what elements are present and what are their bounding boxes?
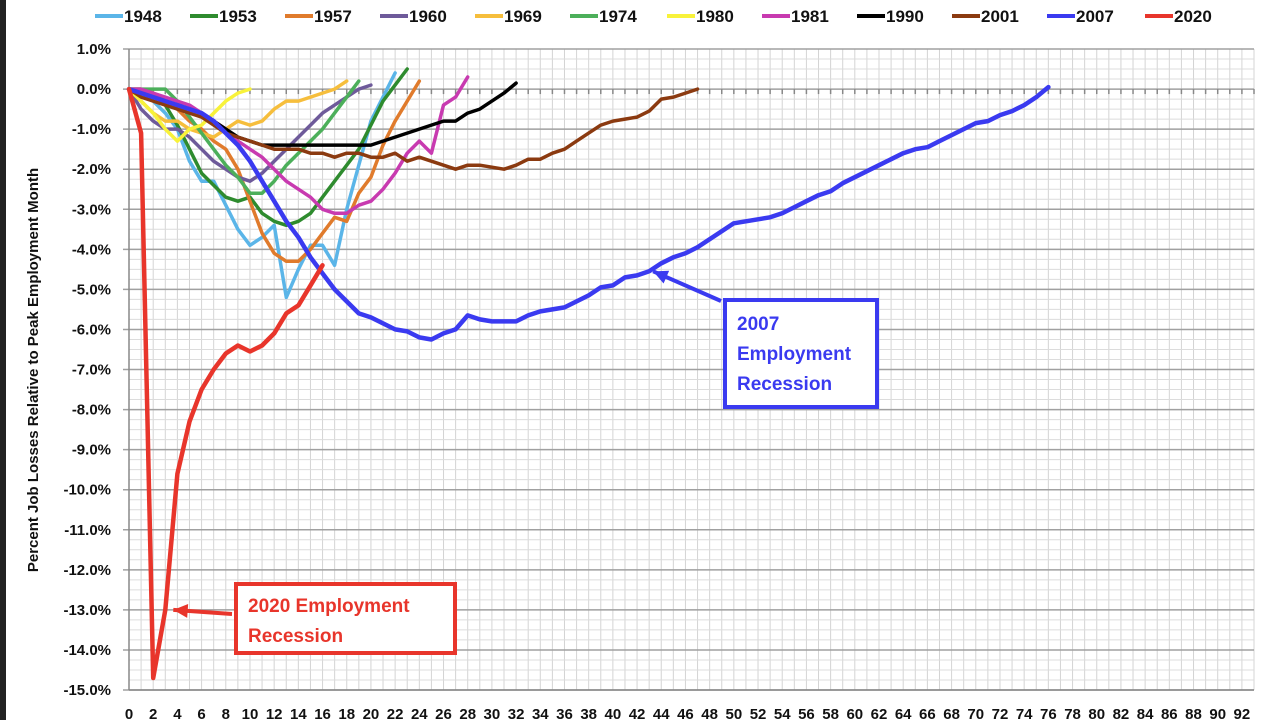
legend-label-2007: 2007 <box>1076 7 1114 26</box>
annotation-arrow-2020-head <box>173 603 189 618</box>
x-tick-label: 44 <box>653 706 670 720</box>
x-tick-label: 66 <box>919 706 936 720</box>
legend-label-1960: 1960 <box>409 7 447 26</box>
x-tick-label: 26 <box>435 706 452 720</box>
y-tick-label: -10.0% <box>63 482 111 499</box>
x-tick-label: 16 <box>314 706 331 720</box>
annotation-line: Recession <box>248 626 344 647</box>
x-tick-label: 10 <box>242 706 259 720</box>
annotation-2020-recession: 2020 Employment Recession <box>234 582 457 655</box>
x-tick-label: 60 <box>846 706 863 720</box>
y-tick-label: -4.0% <box>72 241 111 258</box>
y-tick-label: -11.0% <box>64 522 111 539</box>
x-tick-label: 20 <box>363 706 380 720</box>
x-tick-label: 86 <box>1161 706 1178 720</box>
x-tick-label: 78 <box>1064 706 1081 720</box>
legend-label-2020: 2020 <box>1174 7 1212 26</box>
x-tick-label: 84 <box>1137 706 1154 720</box>
annotation-arrow-2007-head <box>653 270 670 284</box>
x-tick-label: 40 <box>605 706 622 720</box>
x-tick-label: 54 <box>774 706 791 720</box>
annotation-line: Recession <box>737 374 833 395</box>
y-tick-label: 1.0% <box>77 41 111 58</box>
annotation-line: 2020 Employment <box>248 596 410 617</box>
x-tick-label: 8 <box>222 706 230 720</box>
x-tick-label: 62 <box>871 706 888 720</box>
series-line-1960 <box>127 83 373 183</box>
y-tick-label: -1.0% <box>72 121 111 138</box>
x-tick-label: 76 <box>1040 706 1057 720</box>
legend-label-1969: 1969 <box>504 7 542 26</box>
y-tick-label: -13.0% <box>63 602 111 619</box>
x-tick-label: 88 <box>1185 706 1202 720</box>
x-tick-label: 52 <box>750 706 767 720</box>
x-tick-label: 34 <box>532 706 549 720</box>
x-tick-label: 14 <box>290 706 307 720</box>
annotation-line: Employment <box>737 344 852 365</box>
annotation-line: 2007 <box>737 314 780 335</box>
x-tick-label: 48 <box>701 706 718 720</box>
x-tick-label: 90 <box>1209 706 1226 720</box>
x-tick-label: 46 <box>677 706 694 720</box>
x-tick-label: 42 <box>629 706 646 720</box>
x-tick-label: 58 <box>822 706 839 720</box>
x-tick-label: 92 <box>1234 706 1251 720</box>
x-tick-label: 50 <box>725 706 742 720</box>
x-tick-label: 80 <box>1088 706 1105 720</box>
window-edge <box>0 0 6 720</box>
x-tick-label: 18 <box>338 706 355 720</box>
series-line-1980 <box>127 87 252 143</box>
x-tick-label: 28 <box>459 706 476 720</box>
y-tick-label: -7.0% <box>72 362 111 379</box>
legend-label-1990: 1990 <box>886 7 924 26</box>
series-line-1969 <box>127 79 349 139</box>
x-tick-label: 56 <box>798 706 815 720</box>
y-tick-label: -2.0% <box>72 161 111 178</box>
x-tick-label: 36 <box>556 706 573 720</box>
x-tick-label: 4 <box>173 706 182 720</box>
x-tick-label: 82 <box>1113 706 1130 720</box>
x-tick-label: 24 <box>411 706 428 720</box>
x-tick-label: 12 <box>266 706 283 720</box>
x-tick-label: 68 <box>943 706 960 720</box>
legend-label-2001: 2001 <box>981 7 1019 26</box>
y-tick-label: -12.0% <box>63 562 111 579</box>
y-tick-label: -9.0% <box>72 442 111 459</box>
series-line-2020 <box>126 86 325 681</box>
y-tick-label: 0.0% <box>77 81 111 98</box>
legend-label-1974: 1974 <box>599 7 637 26</box>
series-line-1974 <box>127 79 361 195</box>
legend-label-1981: 1981 <box>791 7 829 26</box>
legend-label-1980: 1980 <box>696 7 734 26</box>
legend-label-1948: 1948 <box>124 7 162 26</box>
series-line-1981 <box>127 75 470 216</box>
legend-label-1953: 1953 <box>219 7 257 26</box>
x-tick-label: 70 <box>967 706 984 720</box>
y-tick-label: -3.0% <box>72 201 111 218</box>
y-tick-label: -14.0% <box>63 642 111 659</box>
x-tick-label: 30 <box>484 706 501 720</box>
x-tick-label: 0 <box>125 706 133 720</box>
y-tick-label: -5.0% <box>72 281 111 298</box>
x-tick-label: 22 <box>387 706 404 720</box>
annotation-2007-recession: 2007 Employment Recession <box>723 298 879 409</box>
x-tick-label: 2 <box>149 706 157 720</box>
x-tick-label: 64 <box>895 706 912 720</box>
y-axis-label: Percent Job Losses Relative to Peak Empl… <box>25 168 42 572</box>
x-tick-label: 6 <box>197 706 205 720</box>
x-tick-label: 32 <box>508 706 525 720</box>
y-tick-label: -6.0% <box>72 321 111 338</box>
grid <box>123 48 1255 691</box>
legend-label-1957: 1957 <box>314 7 352 26</box>
x-tick-label: 74 <box>1016 706 1033 720</box>
y-tick-label: -8.0% <box>72 402 111 419</box>
y-tick-label: -15.0% <box>63 682 111 699</box>
series-line-2007 <box>126 84 1051 342</box>
x-tick-label: 72 <box>992 706 1009 720</box>
series-line-1948 <box>127 71 397 300</box>
x-tick-label: 38 <box>580 706 597 720</box>
